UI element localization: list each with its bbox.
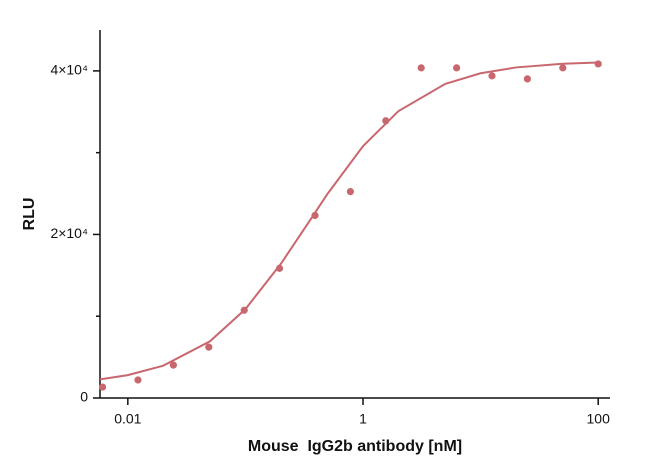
fit-curve: [99, 61, 599, 381]
x-tick-label: 1: [359, 411, 367, 427]
data-point: [452, 64, 461, 72]
data-point: [523, 75, 531, 83]
data-point: [311, 211, 319, 220]
data-point: [134, 376, 142, 384]
data-point: [417, 64, 425, 72]
data-point: [559, 64, 567, 72]
data-point: [346, 187, 355, 196]
x-tick-label: 0.01: [114, 411, 141, 427]
data-point: [382, 117, 390, 125]
data-point: [594, 60, 602, 68]
y-tick-label: 2×10⁴: [50, 225, 88, 241]
x-tick-label: 100: [587, 411, 611, 427]
y-tick-label: 4×10⁴: [50, 62, 88, 78]
data-point: [205, 343, 213, 351]
data-point: [98, 383, 107, 391]
y-tick-label: 0: [80, 389, 88, 405]
data-point: [169, 361, 177, 369]
data-point: [488, 72, 496, 80]
y-axis-title: RLU: [21, 198, 38, 231]
data-point: [240, 306, 248, 314]
data-point: [275, 264, 284, 272]
x-axis-title: Mouse IgG2b antibody [nM]: [248, 438, 462, 455]
